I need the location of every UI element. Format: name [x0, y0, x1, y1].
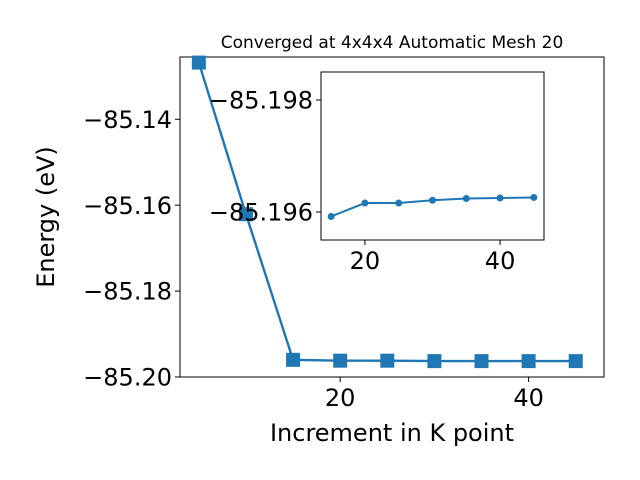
main-title: Converged at 4x4x4 Automatic Mesh 20: [221, 33, 564, 53]
main-data-point: [333, 353, 348, 368]
inset-data-point: [496, 194, 504, 202]
main-data-point: [474, 354, 489, 369]
main-plot: 20 40 −85.14 −85.16 −85.18 −85.20 Converged at…: [32, 33, 605, 447]
main-data-point: [380, 353, 395, 368]
inset-ytick-label: −85.198: [209, 87, 313, 115]
main-data-point: [521, 354, 536, 369]
main-ytick-label: −85.20: [83, 364, 172, 392]
inset-data-point: [429, 196, 436, 204]
main-xtick-label: 40: [513, 384, 544, 412]
main-ytick-label: −85.18: [83, 278, 172, 306]
main-data-point: [568, 354, 583, 369]
main-data-point: [238, 207, 253, 222]
main-ylabel: Energy (eV): [32, 146, 60, 288]
main-data-point: [286, 352, 301, 367]
inset-data-point: [327, 212, 335, 220]
main-xtick-label: 20: [325, 384, 356, 412]
inset-data-point: [395, 199, 403, 207]
inset-data-point: [462, 195, 470, 203]
inset-frame: [320, 71, 545, 241]
main-ytick-label: −85.14: [83, 106, 172, 134]
main-data-point: [191, 55, 206, 70]
inset-xtick-label: 20: [350, 247, 381, 275]
inset-xtick-label: 40: [485, 247, 516, 275]
main-data-point: [427, 354, 442, 369]
main-xlabel: Increment in K point: [270, 419, 514, 447]
main-ytick-label: −85.16: [83, 192, 172, 220]
inset-data-point: [361, 199, 369, 207]
inset-ytick-label: −85.196: [209, 199, 313, 227]
main-frame: [179, 56, 605, 378]
inset-data-point: [530, 193, 538, 201]
inset-plot: 20 40 −85.198 −85.196: [209, 71, 545, 275]
